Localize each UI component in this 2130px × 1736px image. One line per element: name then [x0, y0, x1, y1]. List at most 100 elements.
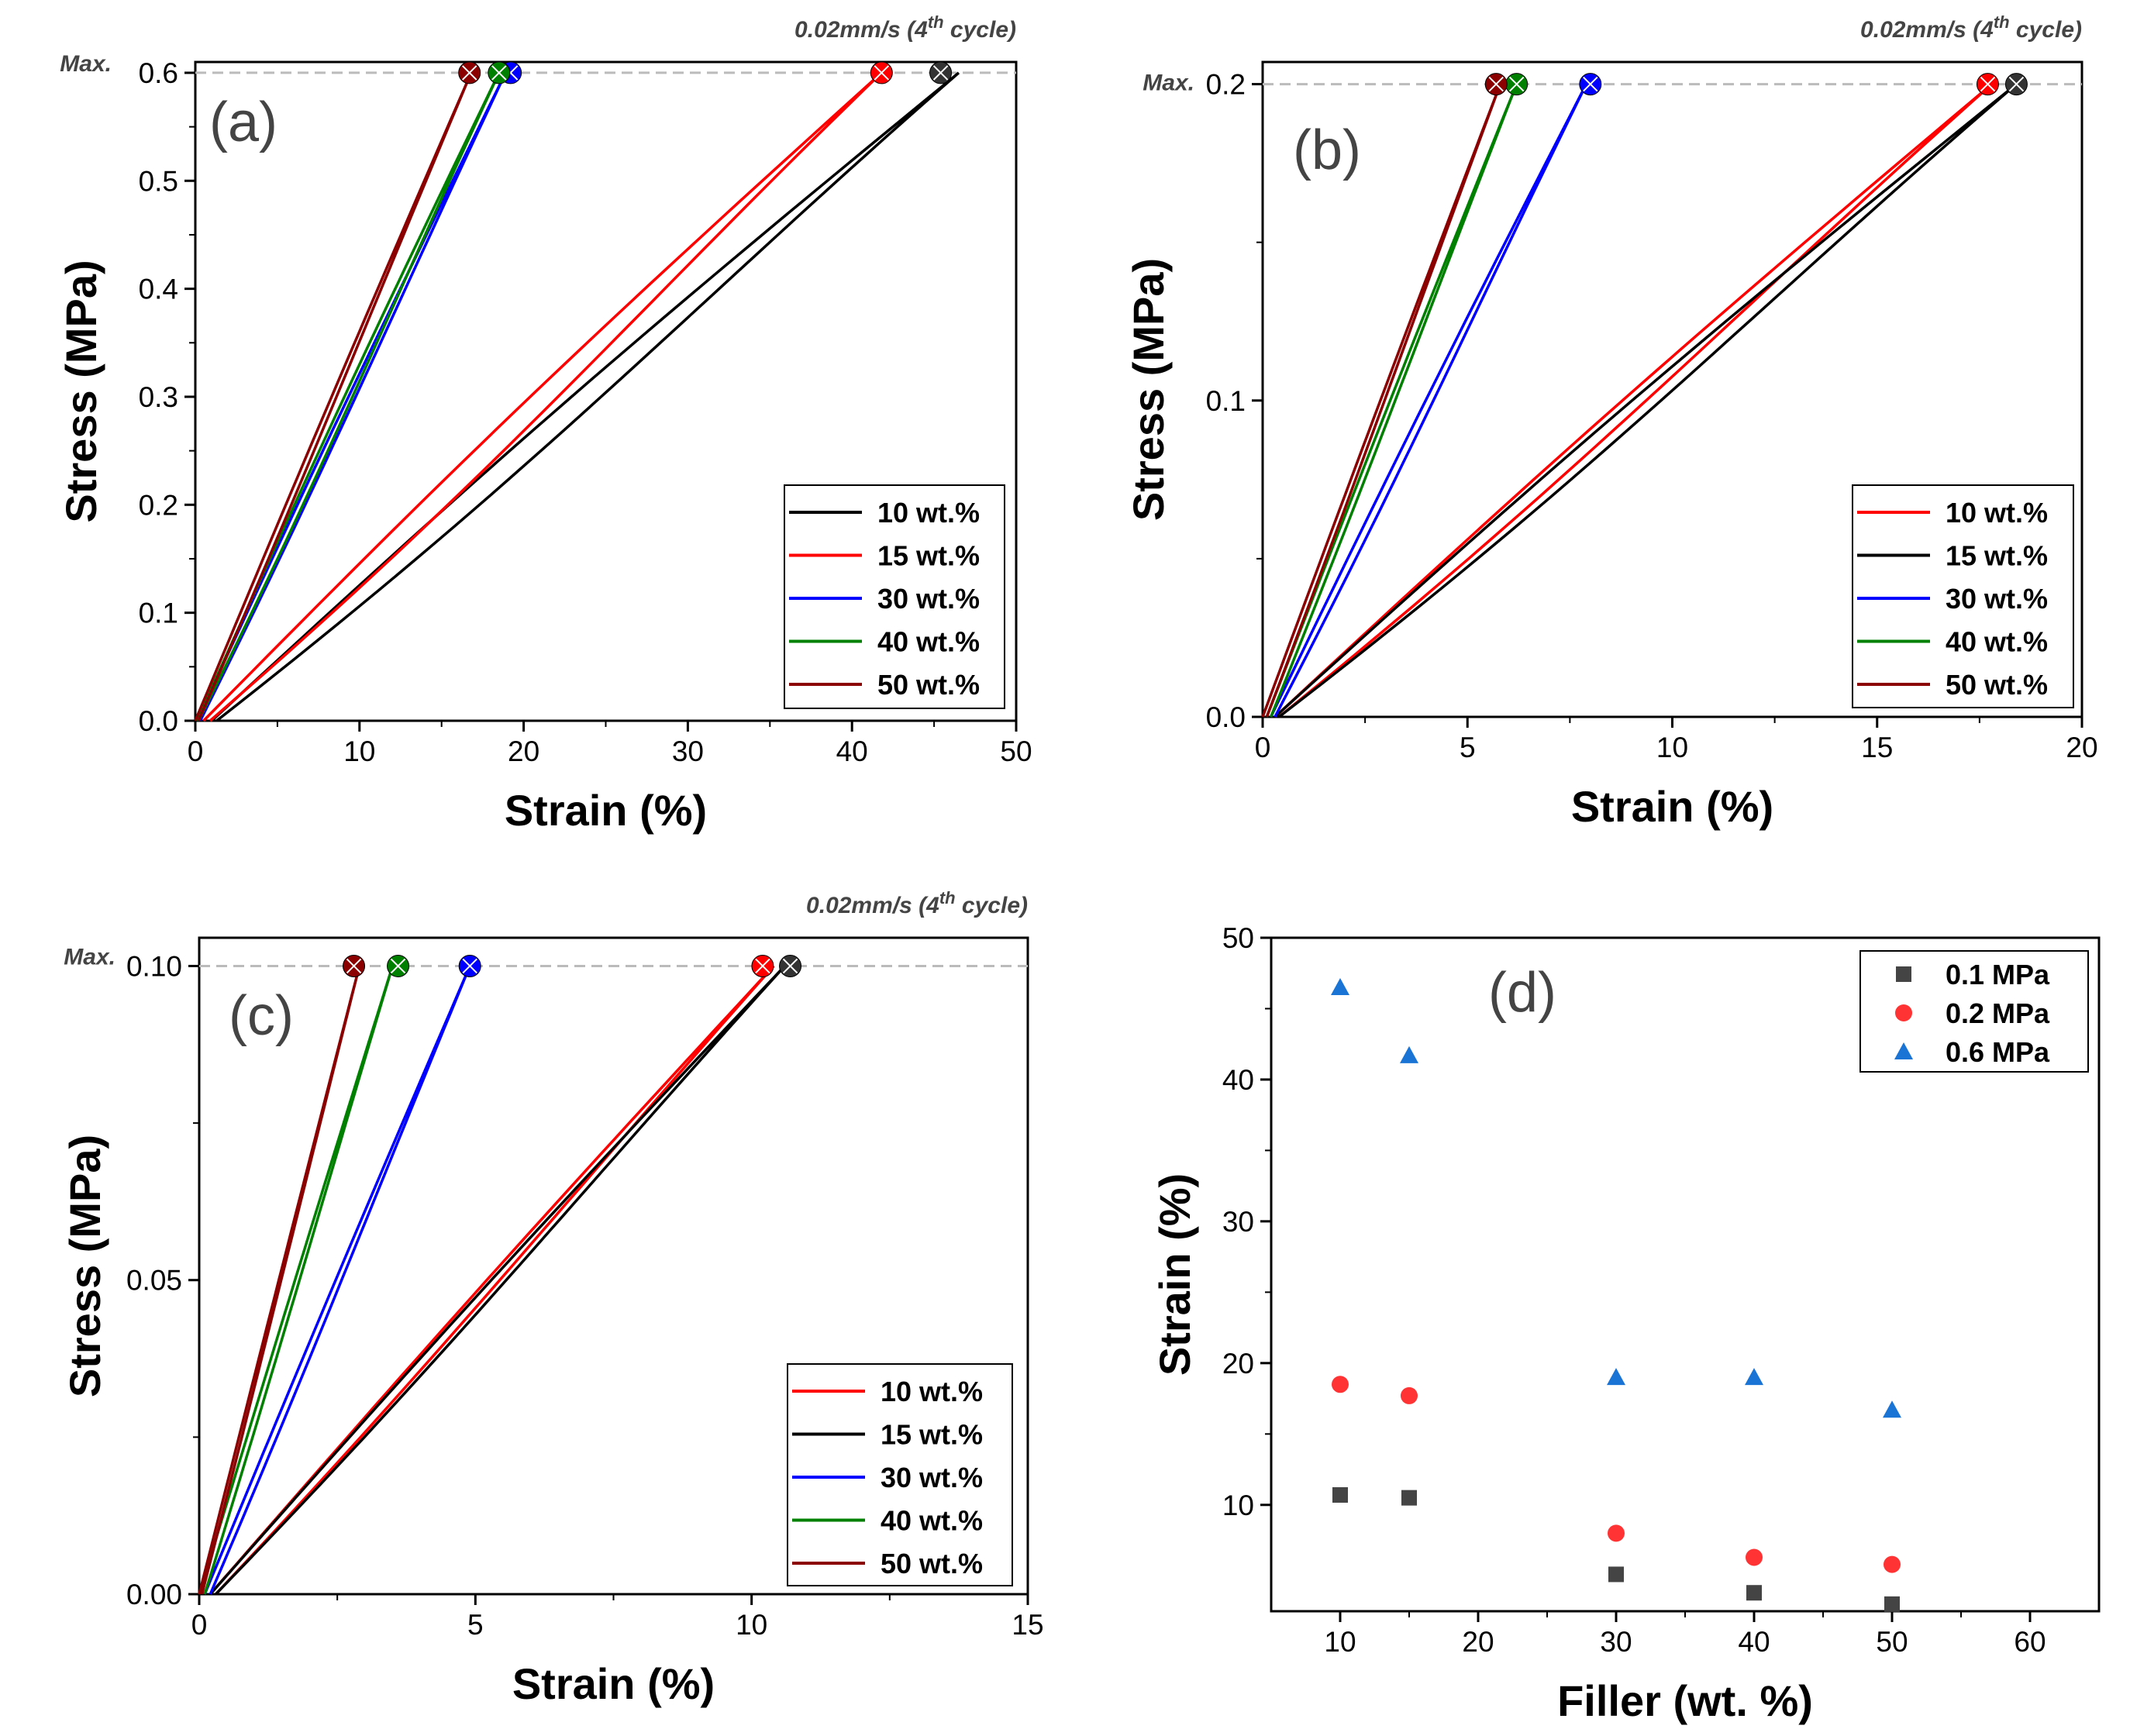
x-tick-label: 40: [1738, 1626, 1770, 1658]
data-point-square: [1332, 1487, 1348, 1503]
x-tick-label: 5: [467, 1609, 484, 1641]
y-tick-label: 0.0: [1206, 701, 1246, 733]
legend-entry: 15 wt.%: [1946, 540, 2048, 572]
y-tick-label: 10: [1222, 1490, 1254, 1521]
legend-entry: 0.6 MPa: [1946, 1036, 2050, 1068]
x-tick-label: 20: [2066, 732, 2097, 763]
x-tick-label: 60: [2014, 1626, 2046, 1658]
x-axis-title: Strain (%): [1571, 782, 1773, 831]
data-point-triangle: [1607, 1368, 1625, 1385]
y-tick-label: 0.4: [139, 274, 178, 305]
panel-b: 0 5 10 15 20 0.0 0.1 0.2 Strain (%) Stress (MPa) (…: [1124, 12, 2098, 831]
data-point-square: [1608, 1566, 1624, 1582]
x-tick-label: 10: [736, 1609, 767, 1641]
legend-entry: 0.2 MPa: [1946, 997, 2050, 1029]
y-tick-label: 0.05: [126, 1265, 182, 1297]
data-point-circle: [1608, 1524, 1625, 1541]
x-axis-title: Strain (%): [505, 786, 707, 835]
data-point-triangle: [1883, 1400, 1901, 1417]
panel-d: 10 20 30 40 50 60 10 20 30 40 50 Filler (wt. %) Stra…: [1150, 922, 2099, 1725]
data-point-circle: [1332, 1376, 1349, 1393]
data-point-triangle: [1745, 1368, 1763, 1385]
panel-label: (b): [1293, 119, 1361, 181]
y-axis-title: Stress (MPa): [60, 1135, 109, 1397]
max-label: Max.: [64, 944, 115, 970]
max-label: Max.: [60, 51, 112, 77]
y-axis-title: Stress (MPa): [57, 260, 105, 522]
y-axis-title: Stress (MPa): [1124, 258, 1173, 521]
x-tick-label: 50: [1876, 1626, 1908, 1658]
data-point-triangle: [1331, 978, 1349, 995]
data-point-circle: [1884, 1556, 1901, 1573]
legend-entry: 15 wt.%: [877, 540, 980, 572]
y-tick-label: 0.0: [139, 705, 178, 737]
panel-label: (d): [1488, 962, 1556, 1024]
data-point-circle: [1401, 1387, 1418, 1404]
legend-entry: 15 wt.%: [881, 1419, 983, 1451]
data-point-square: [1746, 1585, 1762, 1600]
x-tick-label: 0: [191, 1609, 208, 1641]
legend-entry: 10 wt.%: [881, 1376, 983, 1407]
legend-entry: 40 wt.%: [881, 1505, 983, 1537]
panel-label: (c): [229, 985, 294, 1047]
y-tick-label: 0.5: [139, 165, 178, 197]
x-axis-title: Strain (%): [512, 1659, 715, 1708]
legend-entry: 10 wt.%: [877, 497, 980, 529]
x-tick-label: 40: [836, 735, 868, 767]
y-tick-label: 40: [1222, 1064, 1254, 1096]
y-tick-label: 0.6: [139, 57, 178, 89]
cycle-annotation: 0.02mm/s (4th cycle): [806, 888, 1028, 918]
y-tick-label: 50: [1222, 922, 1254, 954]
panel-c: 0 5 10 15 0.00 0.05 0.10 Strain (%) Stress (MPa)…: [60, 888, 1044, 1708]
x-tick-label: 20: [1462, 1626, 1494, 1658]
y-tick-label: 20: [1222, 1348, 1254, 1380]
series-line-30wt: [205, 966, 470, 1595]
x-tick-label: 15: [1012, 1609, 1043, 1641]
x-tick-label: 50: [1000, 735, 1032, 767]
series-line-50wt: [195, 73, 471, 721]
data-point-triangle: [1400, 1046, 1418, 1063]
legend-entry: 30 wt.%: [877, 583, 980, 615]
y-tick-label: 0.1: [1206, 385, 1246, 417]
legend-marker-circle: [1895, 1004, 1912, 1021]
panel-a: 0 10 20 30 40 50 0.0 0.1 0.2 0.3 0.4 0.5 0.6 Strain (…: [57, 12, 1032, 835]
data-point-circle: [1746, 1548, 1763, 1566]
legend-entry: 50 wt.%: [881, 1548, 983, 1579]
data-point-square: [1884, 1596, 1900, 1612]
x-tick-label: 5: [1460, 732, 1476, 763]
legend-marker-square: [1896, 966, 1911, 982]
y-axis-title: Strain (%): [1150, 1173, 1199, 1376]
y-tick-label: 0.00: [126, 1579, 182, 1610]
x-tick-label: 10: [1324, 1626, 1356, 1658]
y-tick-label: 0.2: [1206, 69, 1246, 101]
x-tick-label: 10: [343, 735, 375, 767]
legend-entry: 30 wt.%: [1946, 583, 2048, 615]
legend-entry: 40 wt.%: [1946, 626, 2048, 658]
y-tick-label: 0.3: [139, 381, 178, 413]
y-tick-label: 0.1: [139, 598, 178, 629]
x-axis-title: Filler (wt. %): [1557, 1676, 1813, 1725]
x-tick-label: 20: [508, 735, 539, 767]
y-tick-label: 30: [1222, 1206, 1254, 1238]
y-tick-label: 0.10: [126, 950, 182, 982]
series-line-15wt: [210, 966, 784, 1595]
legend-entry: 10 wt.%: [1946, 497, 2048, 529]
panel-label: (a): [209, 91, 277, 153]
y-tick-label: 0.2: [139, 489, 178, 521]
legend-entry: 50 wt.%: [1946, 669, 2048, 701]
x-tick-label: 30: [1600, 1626, 1632, 1658]
legend-entry: 40 wt.%: [877, 626, 980, 658]
legend-entry: 30 wt.%: [881, 1462, 983, 1493]
legend-entry: 0.1 MPa: [1946, 959, 2050, 990]
x-tick-label: 15: [1861, 732, 1893, 763]
data-point-square: [1401, 1490, 1417, 1506]
cycle-annotation: 0.02mm/s (4th cycle): [1860, 12, 2082, 43]
x-tick-label: 30: [672, 735, 704, 767]
x-tick-label: 10: [1656, 732, 1688, 763]
figure: 0 10 20 30 40 500.00.10.20.30.40.50.6Strain (…: [0, 0, 2130, 1736]
x-tick-label: 0: [1255, 732, 1271, 763]
x-tick-label: 0: [188, 735, 204, 767]
max-label: Max.: [1143, 71, 1194, 96]
legend-entry: 50 wt.%: [877, 669, 980, 701]
cycle-annotation: 0.02mm/s (4th cycle): [794, 12, 1016, 43]
